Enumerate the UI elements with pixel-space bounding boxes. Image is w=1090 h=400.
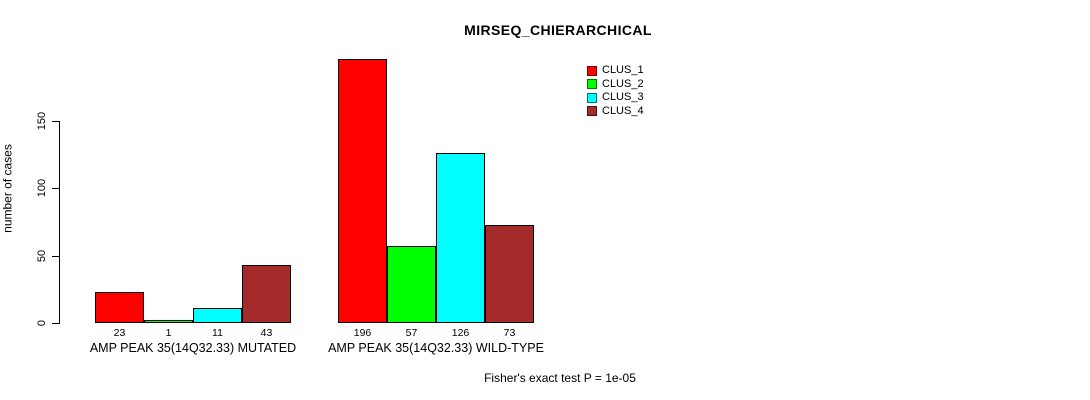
- legend-swatch: [587, 92, 597, 103]
- y-tick-label: 100: [36, 179, 48, 198]
- legend-item: CLUS_1: [587, 64, 644, 78]
- legend-swatch: [587, 106, 597, 117]
- bar-value-label: 1: [165, 327, 172, 339]
- legend-swatch: [587, 65, 597, 76]
- y-tick: [52, 188, 60, 190]
- legend-label: CLUS_2: [602, 77, 644, 90]
- bar-value-label: 196: [353, 327, 372, 339]
- bar: [485, 224, 534, 323]
- bar: [193, 308, 242, 323]
- bar-value-label: 73: [503, 327, 516, 339]
- legend-item: CLUS_2: [587, 78, 644, 92]
- legend-label: CLUS_1: [602, 64, 644, 77]
- legend-label: CLUS_4: [602, 104, 644, 117]
- bar: [436, 153, 485, 323]
- group-label: AMP PEAK 35(14Q32.33) MUTATED: [89, 341, 297, 355]
- bar: [144, 320, 193, 323]
- stat-annotation: Fisher's exact test P = 1e-05: [484, 371, 636, 385]
- y-tick: [52, 120, 60, 123]
- y-tick: [52, 255, 60, 257]
- bar-value-label: 11: [212, 327, 223, 339]
- bar: [387, 246, 436, 323]
- legend-item: CLUS_3: [587, 91, 644, 105]
- group-label: AMP PEAK 35(14Q32.33) WILD-TYPE: [328, 341, 544, 355]
- bar: [242, 265, 291, 323]
- bar-value-label: 57: [405, 327, 418, 339]
- y-tick: [52, 323, 60, 325]
- legend-label: CLUS_3: [602, 91, 644, 104]
- y-tick-label: 50: [36, 249, 48, 262]
- bar: [338, 58, 387, 323]
- bar-value-label: 43: [260, 327, 273, 339]
- legend-item: CLUS_4: [587, 105, 644, 119]
- chart-title: MIRSEQ_CHIERARCHICAL: [464, 22, 652, 38]
- legend: CLUS_1 CLUS_2 CLUS_3 CLUS_4: [587, 64, 644, 118]
- bar-value-label: 23: [113, 327, 126, 339]
- bar-value-label: 126: [451, 327, 470, 339]
- legend-swatch: [587, 79, 597, 90]
- y-tick-label: 0: [36, 319, 48, 327]
- y-axis-label: number of cases: [0, 144, 15, 233]
- bar: [95, 292, 144, 323]
- y-tick-label: 150: [36, 111, 48, 131]
- y-axis-line: [59, 120, 61, 324]
